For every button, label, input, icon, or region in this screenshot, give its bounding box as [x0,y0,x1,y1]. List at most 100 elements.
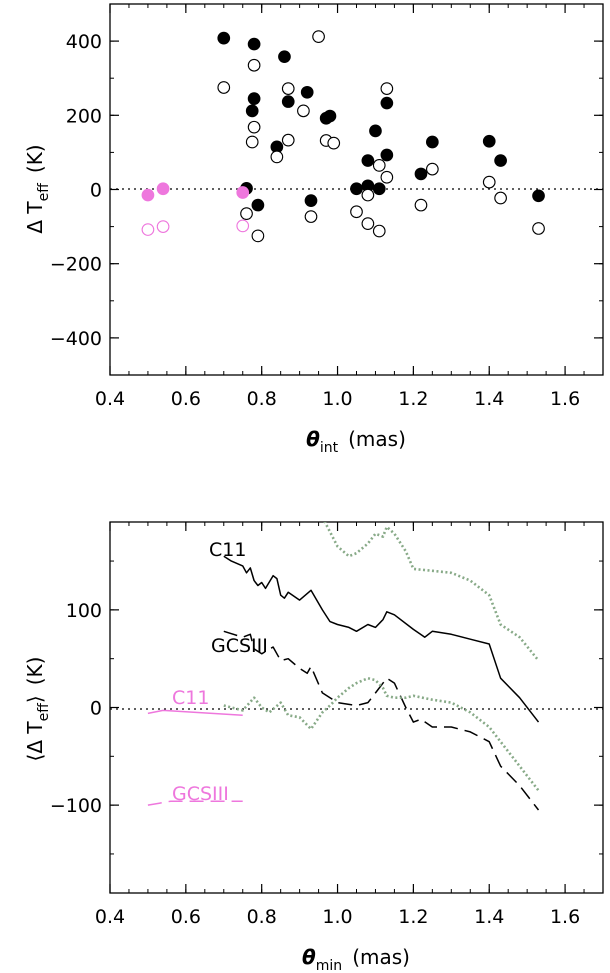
bottom-axis-ticks: 0.4 0.6 0.8 1.0 1.2 1.4 1.6 −100 0 100 [50,522,604,928]
filled-data-point [304,194,318,207]
bottom-x-tick-label: 0.4 [95,906,125,928]
top-y-tick-label: −400 [50,328,102,350]
top-y-tick-label: 0 [90,180,102,202]
open-data-point [494,191,507,205]
open-data-point [247,120,261,134]
top-y-axis-title: Δ Teff (K) [23,144,52,233]
top-x-tick-label: 1.2 [398,388,428,410]
series-label-c11-black: C11 [209,539,246,561]
bottom-series-lines [147,522,540,811]
open-data-point [372,159,386,172]
bottom-y-tick-label: −100 [50,795,102,817]
filled-data-point [380,96,394,110]
filled-data-point [482,134,496,148]
filled-data-point [281,95,295,108]
filled-data-point [247,92,261,105]
open-data-point [251,229,265,243]
filled-data-point [369,124,382,138]
top-y-tick-label: −200 [50,254,102,276]
open-data-point [532,222,545,235]
open-data-point [380,170,394,184]
bottom-x-tick-label: 0.8 [247,906,277,928]
top-x-symbol: θ [306,427,320,451]
open-data-point [217,81,231,94]
bottom-y-prefix: Δ T [23,721,47,754]
top-x-tick-label: 1.6 [550,388,580,410]
filled-data-point [300,85,314,99]
c11-solid-line-0 [223,555,540,723]
top-x-tick-label: 0.4 [95,388,125,410]
bottom-x-tick-label: 1.0 [322,906,352,928]
open-data-point [361,188,375,202]
bottom-panel-lines: 0.4 0.6 0.8 1.0 1.2 1.4 1.6 −100 0 100 C11 GCSIII… [23,521,604,973]
filled-data-point [414,167,428,181]
filled-data-point [372,182,386,196]
open-data-point [361,217,375,230]
gcsiii-dashed-line-1 [223,630,540,811]
filled-data-point [141,188,155,202]
open-data-point [482,175,496,189]
open-data-point [236,219,250,233]
c11-solid-line-4 [147,709,243,717]
dotted-dotted-line-3 [323,522,540,662]
bottom-x-subscript: min [316,958,342,973]
series-label-gcsiii-pink: GCSIII [172,783,229,805]
top-y-tick-label: 200 [66,105,102,127]
open-data-point [270,150,284,164]
bottom-y-axis-title: ⟨Δ Teff⟩ (K) [23,657,52,762]
top-data-points [141,30,545,243]
series-label-gcsiii-black: GCSIII [211,635,268,657]
bottom-y-open-bracket: ⟨ [23,754,47,762]
top-x-tick-label: 1.4 [474,388,504,410]
filled-data-point [217,31,231,45]
bottom-y-unit: (K) [23,657,47,686]
bottom-x-symbol: θ [302,945,316,969]
open-data-point [372,224,386,238]
bottom-y-close-bracket: ⟩ [23,695,47,703]
bottom-x-tick-label: 0.6 [171,906,201,928]
bottom-x-tick-label: 1.6 [550,906,580,928]
top-y-prefix: Δ T [23,201,47,234]
top-y-unit: (K) [23,144,47,173]
top-x-tick-label: 0.8 [247,388,277,410]
open-data-point [141,223,155,236]
bottom-x-axis-title: θmin (mas) [302,945,410,973]
filled-data-point [319,111,333,125]
bottom-x-tick-label: 1.4 [474,906,504,928]
open-data-point [297,104,310,118]
filled-data-point [350,182,363,196]
open-data-point [245,135,259,149]
bottom-y-tick-label: 0 [90,698,102,720]
filled-data-point [251,198,265,212]
gcsiii-dashed-line-5 [147,800,243,806]
bottom-y-subscript: eff [36,703,52,722]
top-x-unit: (mas) [348,427,406,451]
filled-data-point [278,50,291,64]
open-data-point [425,162,439,176]
filled-data-point [380,148,394,162]
top-x-tick-label: 1.0 [322,388,352,410]
open-data-point [327,136,341,150]
dotted-dotted-line-2 [223,676,540,792]
top-axis-ticks: 0.4 0.6 0.8 1.0 1.2 1.4 1.6 −400 −200 0 200 400 [50,3,604,410]
filled-data-point [156,182,170,196]
filled-data-point [236,186,250,199]
open-data-point [380,82,394,95]
open-data-point [350,205,363,219]
open-data-point [247,58,261,72]
open-data-point [281,82,295,95]
series-label-c11-pink: C11 [172,687,209,709]
open-data-point [281,133,295,147]
filled-data-point [247,37,261,51]
top-y-tick-label: 400 [66,31,102,53]
top-panel-scatter: 0.4 0.6 0.8 1.0 1.2 1.4 1.6 −400 −200 0 200 400 θin… [23,3,604,456]
filled-data-point [245,104,259,118]
bottom-x-tick-label: 1.2 [398,906,428,928]
top-y-subscript: eff [36,183,52,202]
open-data-point [156,220,170,233]
open-data-point [304,210,318,223]
top-x-axis-title: θint (mas) [306,427,406,456]
top-x-subscript: int [320,440,339,456]
bottom-x-unit: (mas) [352,945,410,969]
